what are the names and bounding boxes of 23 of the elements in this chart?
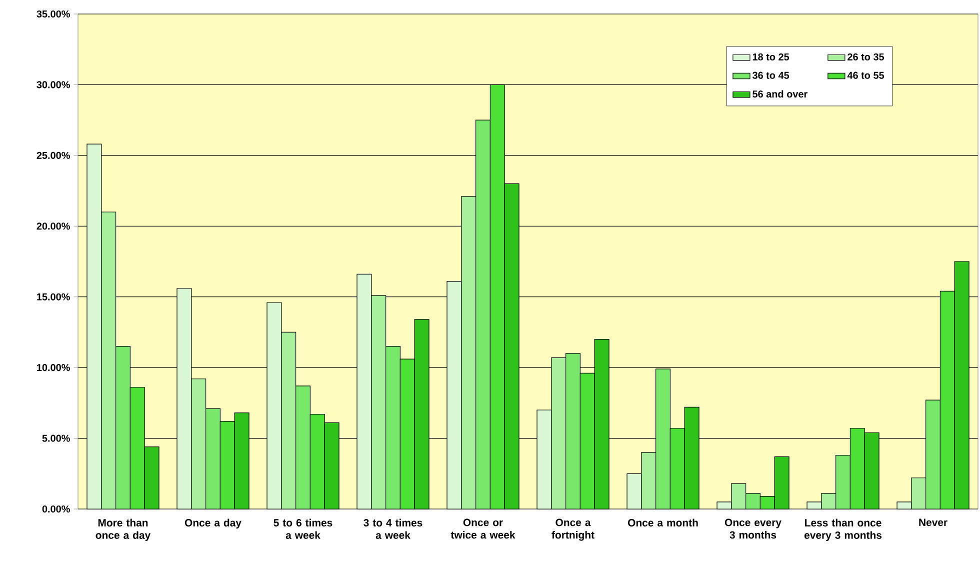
x-tick-label: Once every 3 months <box>724 518 782 539</box>
x-tick-label: Once or twice a week <box>450 518 516 539</box>
x-tick-label: Never <box>919 518 948 526</box>
y-tick-label: 25.00% <box>36 152 70 159</box>
y-tick-label: 0.00% <box>42 505 70 513</box>
x-tick-label: More than once a day <box>96 518 151 541</box>
legend-label: 18 to 25 <box>752 53 790 60</box>
y-tick-label: 5.00% <box>42 434 70 442</box>
legend-label: 36 to 45 <box>752 72 790 79</box>
x-tick-label: 5 to 6 times a week <box>274 518 332 539</box>
x-tick-label: Once a day <box>184 518 242 529</box>
x-tick-label: Once a month <box>628 518 698 526</box>
y-tick-label: 10.00% <box>37 364 70 372</box>
y-tick-label: 30.00% <box>36 81 70 88</box>
x-tick-label: 3 to 4 times a week <box>364 518 422 539</box>
x-tick-label: Less than once every 3 months <box>804 518 882 541</box>
y-tick-label: 15.00% <box>37 293 70 300</box>
legend-label: 46 to 55 <box>847 72 884 79</box>
legend-label: 56 and over <box>752 90 808 98</box>
y-tick-label: 35.00% <box>36 10 70 18</box>
x-tick-label: Once a fortnight <box>552 518 594 541</box>
y-tick-label: 20.00% <box>36 222 70 230</box>
legend-label: 26 to 35 <box>848 53 884 60</box>
